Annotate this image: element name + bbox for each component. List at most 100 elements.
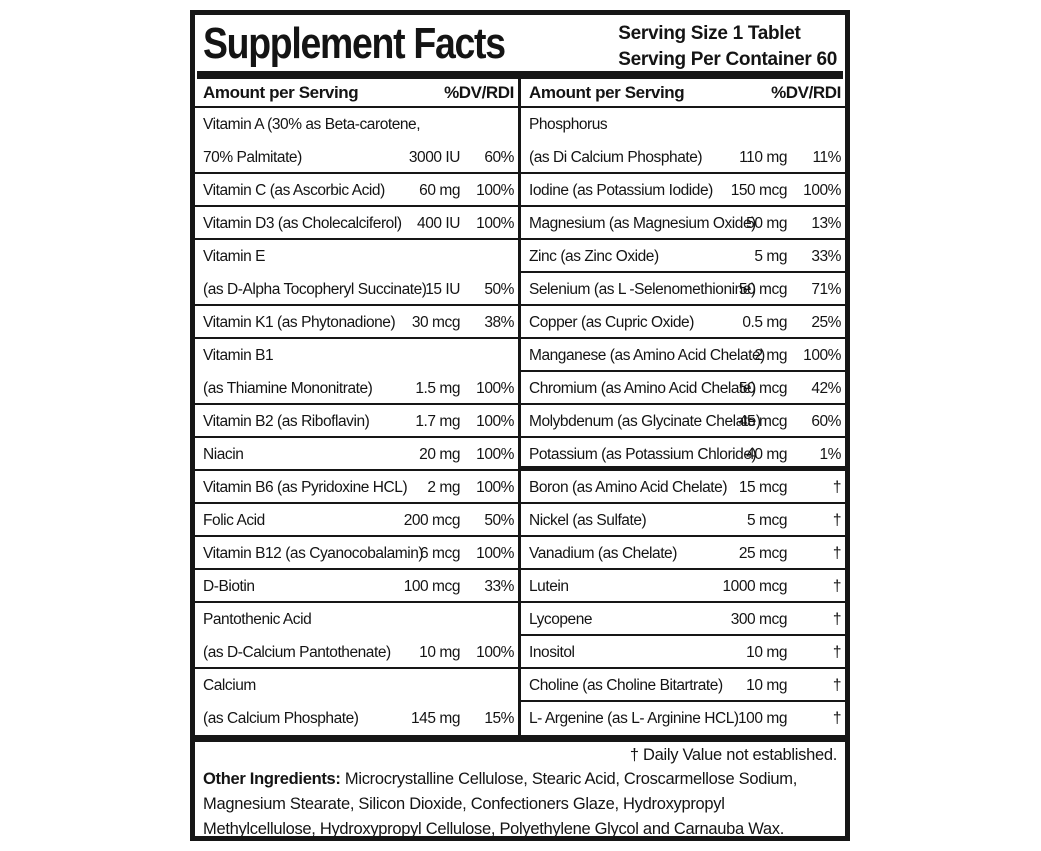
nutrient-row-line: Choline (as Choline Bitartrate) 10 mg † — [521, 669, 845, 700]
nutrient-row: Nickel (as Sulfate) 5 mcg † — [521, 504, 845, 537]
nutrient-row: Potassium (as Potassium Chloride) 40 mg 1% — [521, 438, 845, 471]
serving-info: Serving Size 1 Tablet Serving Per Contai… — [618, 20, 839, 73]
nutrient-amount: 5 mg — [754, 247, 787, 265]
nutrient-row-line: Vitamin A (30% as Beta-carotene, — [195, 108, 518, 141]
nutrient-amount: 1000 mcg — [722, 577, 788, 595]
dv-rdi-label: %DV/RDI — [771, 82, 841, 102]
nutrient-amount: 30 mcg — [411, 313, 461, 331]
nutrient-row: Vitamin C (as Ascorbic Acid) 60 mg 100% — [195, 174, 518, 207]
nutrient-row: Niacin 20 mg 100% — [195, 438, 518, 471]
nutrient-name: Vitamin B12 (as Cyanocobalamin) — [203, 544, 424, 562]
nutrient-row-line: Manganese (as Amino Acid Chelate) 2 mg 100… — [521, 339, 845, 370]
nutrient-dv: 13% — [811, 214, 841, 232]
nutrient-row-line: Niacin 20 mg 100% — [195, 438, 518, 469]
nutrient-dv: 71% — [811, 280, 841, 298]
nutrient-dv: 100% — [476, 643, 514, 661]
nutrient-row: Boron (as Amino Acid Chelate) 15 mcg † — [521, 471, 845, 504]
nutrient-row: Chromium (as Amino Acid Chelate) 50 mcg 42… — [521, 372, 845, 405]
nutrient-amount: 3000 IU — [408, 148, 461, 166]
nutrient-dv: 15% — [484, 709, 514, 727]
nutrient-dv: 100% — [476, 544, 514, 562]
nutrient-row-line: Inositol 10 mg † — [521, 636, 845, 667]
nutrient-amount: 0.5 mg — [742, 313, 787, 331]
nutrient-name: D-Biotin — [203, 577, 255, 595]
nutrient-dv: 60% — [484, 148, 514, 166]
nutrient-dv: 33% — [484, 577, 514, 595]
nutrient-name: Vitamin K1 (as Phytonadione) — [203, 313, 396, 331]
nutrient-column-left: Vitamin A (30% as Beta-carotene, 70% Palm… — [195, 108, 518, 735]
nutrient-dv: 25% — [811, 313, 841, 331]
nutrient-row: Vanadium (as Chelate) 25 mcg † — [521, 537, 845, 570]
nutrient-name: Vanadium (as Chelate) — [529, 544, 677, 562]
nutrient-name: L- Argenine (as L- Arginine HCL) — [529, 709, 739, 727]
nutrient-row: Lutein 1000 mcg † — [521, 570, 845, 603]
nutrient-row-line: Vitamin C (as Ascorbic Acid) 60 mg 100% — [195, 174, 518, 205]
nutrient-row: L- Argenine (as L- Arginine HCL) 100 mg † — [521, 702, 845, 735]
amount-per-serving-label: Amount per Serving — [203, 82, 359, 102]
nutrient-dv: † — [832, 610, 842, 628]
nutrient-row: Pantothenic Acid (as D-Calcium Pantothena… — [195, 603, 518, 669]
nutrient-name: Magnesium (as Magnesium Oxide) — [529, 214, 756, 232]
nutrient-amount: 5 mcg — [747, 511, 787, 529]
nutrient-amount: 20 mg — [419, 445, 460, 463]
nutrient-row: Vitamin D3 (as Cholecalciferol) 400 IU 100… — [195, 207, 518, 240]
nutrient-dv: 50% — [484, 511, 514, 529]
nutrient-dv: † — [832, 544, 842, 562]
nutrient-name: Zinc (as Zinc Oxide) — [529, 247, 659, 265]
nutrient-row-line: Pantothenic Acid — [195, 603, 518, 636]
nutrient-row-line: Lycopene 300 mcg † — [521, 603, 845, 634]
nutrient-dv: 33% — [811, 247, 841, 265]
nutrient-row: Vitamin K1 (as Phytonadione) 30 mcg 38% — [195, 306, 518, 339]
nutrient-name: Iodine (as Potassium Iodide) — [529, 181, 713, 199]
nutrient-row: Vitamin B12 (as Cyanocobalamin) 6 mcg 100% — [195, 537, 518, 570]
nutrient-amount: 100 mcg — [403, 577, 461, 595]
nutrient-row-line: (as Thiamine Mononitrate) 1.5 mg 100% — [195, 372, 518, 403]
nutrient-name: Pantothenic Acid — [203, 610, 312, 628]
panel-title: Supplement Facts — [203, 19, 506, 68]
nutrient-name: Boron (as Amino Acid Chelate) — [529, 478, 728, 496]
nutrient-row-line: Vitamin D3 (as Cholecalciferol) 400 IU 100… — [195, 207, 518, 238]
servings-per-container: Serving Per Container 60 — [618, 49, 837, 70]
nutrient-row: Calcium (as Calcium Phosphate) 145 mg 15% — [195, 669, 518, 735]
header-thick-divider — [197, 71, 843, 79]
nutrient-name: Molybdenum (as Glycinate Chelate) — [529, 412, 761, 430]
nutrient-row: Phosphorus (as Di Calcium Phosphate) 110 m… — [521, 108, 845, 174]
other-ingredients-label: Other Ingredients: — [203, 770, 341, 788]
nutrient-name: Vitamin D3 (as Cholecalciferol) — [203, 214, 402, 232]
nutrient-amount: 200 mcg — [403, 511, 461, 529]
nutrient-name: 70% Palmitate) — [203, 148, 302, 166]
nutrient-dv: † — [832, 709, 842, 727]
nutrient-row: Lycopene 300 mcg † — [521, 603, 845, 636]
nutrient-amount: 40 mg — [746, 445, 787, 463]
panel-header: Supplement Facts Serving Size 1 Tablet S… — [195, 15, 845, 71]
nutrient-row: Molybdenum (as Glycinate Chelate) 45 mcg 6… — [521, 405, 845, 438]
nutrient-row: Iodine (as Potassium Iodide) 150 mcg 100% — [521, 174, 845, 207]
nutrient-amount: 10 mg — [746, 676, 787, 694]
nutrient-dv: 100% — [476, 445, 514, 463]
nutrient-name: Vitamin B1 — [203, 346, 274, 364]
nutrient-dv: 42% — [811, 379, 841, 397]
nutrient-row-line: Phosphorus — [521, 108, 845, 141]
nutrient-amount: 145 mg — [411, 709, 460, 727]
nutrient-row-line: Vitamin B1 — [195, 339, 518, 372]
nutrient-name: Niacin — [203, 445, 244, 463]
nutrient-row: Inositol 10 mg † — [521, 636, 845, 669]
nutrient-amount: 100 mg — [738, 709, 787, 727]
nutrient-row: Vitamin B6 (as Pyridoxine HCL) 2 mg 100% — [195, 471, 518, 504]
nutrient-name: Inositol — [529, 643, 575, 661]
nutrient-row-line: Potassium (as Potassium Chloride) 40 mg 1% — [521, 438, 845, 466]
nutrient-amount: 300 mcg — [730, 610, 788, 628]
nutrient-name: Vitamin E — [203, 247, 265, 265]
nutrient-row-line: L- Argenine (as L- Arginine HCL) 100 mg † — [521, 702, 845, 735]
nutrient-dv: 100% — [803, 181, 841, 199]
nutrient-name: Calcium — [203, 676, 256, 694]
nutrient-amount: 1.5 mg — [415, 379, 460, 397]
nutrient-row: Magnesium (as Magnesium Oxide) 50 mg 13% — [521, 207, 845, 240]
nutrient-row-line: Nickel (as Sulfate) 5 mcg † — [521, 504, 845, 535]
nutrient-row: Folic Acid 200 mcg 50% — [195, 504, 518, 537]
nutrient-name: Chromium (as Amino Acid Chelate) — [529, 379, 756, 397]
nutrient-row-line: Molybdenum (as Glycinate Chelate) 45 mcg 6… — [521, 405, 845, 436]
nutrient-name: Vitamin A (30% as Beta-carotene, — [203, 115, 421, 133]
nutrient-row: Vitamin E (as D-Alpha Tocopheryl Succinat… — [195, 240, 518, 306]
nutrient-amount: 110 mg — [739, 148, 787, 166]
